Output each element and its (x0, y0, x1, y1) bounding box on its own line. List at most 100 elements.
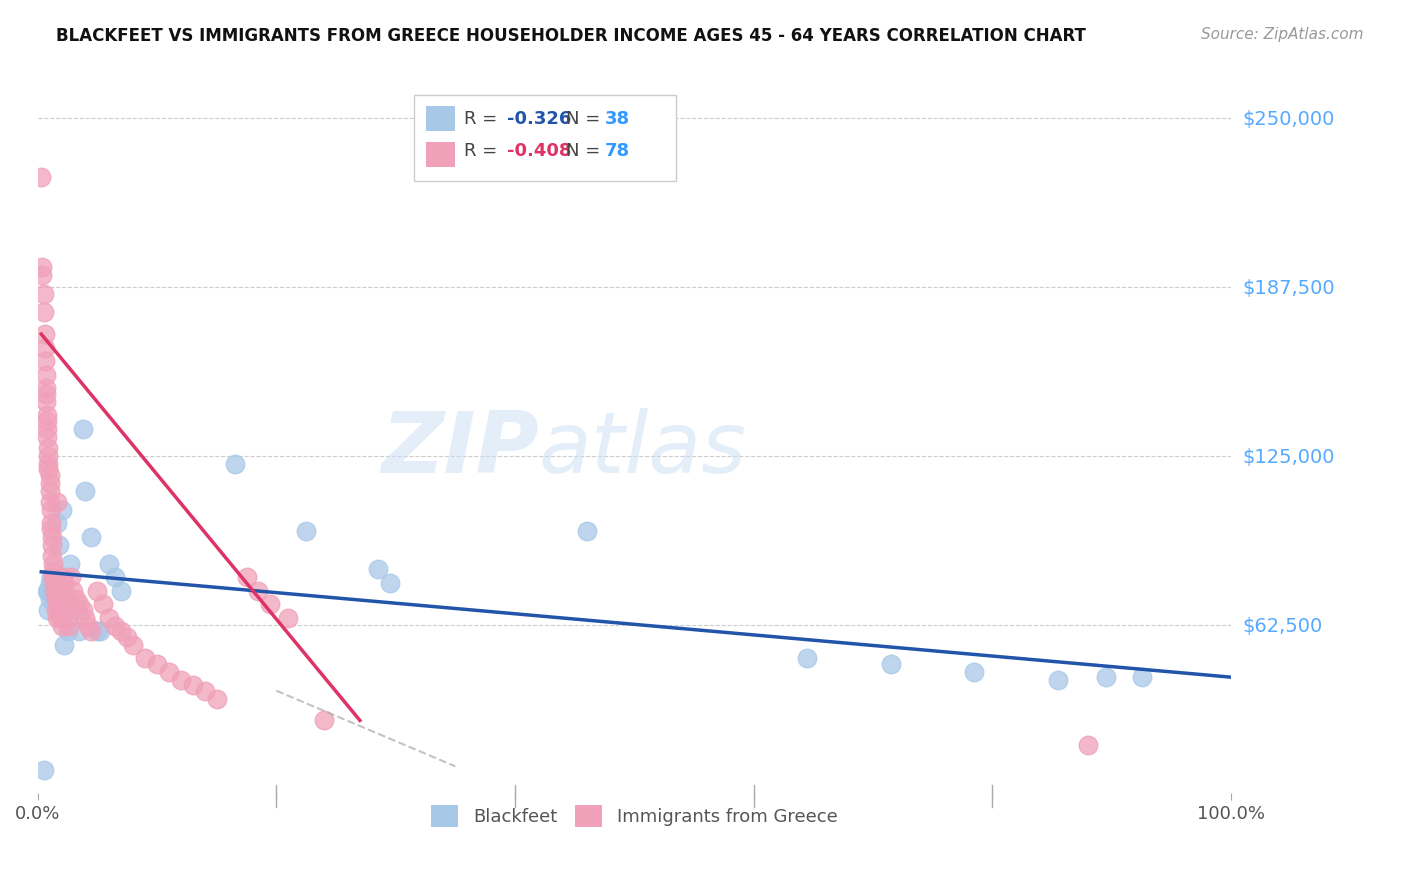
Point (37, 602, 59, 616)
Text: BLACKFEET VS IMMIGRANTS FROM GREECE HOUSEHOLDER INCOME AGES 45 - 64 YEARS CORREL: BLACKFEET VS IMMIGRANTS FROM GREECE HOUS… (56, 27, 1085, 45)
Point (80, 530, 103, 544)
Point (45, 583, 67, 598)
Point (45, 602, 67, 616)
Point (44, 583, 66, 598)
Point (575, 524, 598, 539)
Point (86, 583, 108, 598)
Point (59, 557, 82, 571)
Point (60, 597, 83, 611)
Point (80, 624, 103, 639)
Bar (426, 142, 456, 167)
Point (42, 557, 65, 571)
Point (277, 611, 299, 625)
Point (38, 575, 60, 590)
Point (38, 483, 60, 498)
Point (51, 502, 73, 516)
Point (58, 619, 80, 633)
Point (45, 516, 67, 531)
Point (235, 570, 257, 584)
Point (34, 354, 56, 368)
Point (32, 764, 55, 778)
Point (37, 583, 59, 598)
Text: R =: R = (464, 110, 503, 128)
Text: 78: 78 (605, 142, 630, 161)
Point (30, 170, 52, 185)
Point (56, 611, 79, 625)
Point (91, 597, 114, 611)
Point (122, 638, 145, 652)
Point (259, 597, 281, 611)
Point (110, 624, 132, 639)
Point (37, 457, 59, 471)
Point (52, 570, 75, 584)
Point (1094, 670, 1116, 684)
Point (72, 602, 94, 616)
Point (115, 630, 138, 644)
Text: N =: N = (567, 110, 606, 128)
Bar (413, 95, 676, 181)
Bar (426, 106, 456, 131)
Point (170, 673, 193, 687)
Point (86, 624, 108, 639)
Point (75, 611, 97, 625)
Point (37, 583, 59, 598)
Point (37, 422, 59, 436)
Point (72, 422, 94, 436)
Point (44, 578, 66, 592)
Point (205, 691, 228, 706)
Point (110, 583, 132, 598)
Point (69, 597, 91, 611)
Point (35, 381, 58, 395)
Point (37, 430, 59, 444)
Point (35, 368, 58, 382)
Point (42, 583, 65, 598)
Point (1046, 673, 1069, 687)
Legend: Blackfeet, Immigrants from Greece: Blackfeet, Immigrants from Greece (425, 798, 845, 834)
Point (32, 305, 55, 319)
Point (48, 602, 70, 616)
Point (89, 624, 111, 639)
Point (52, 583, 75, 598)
Point (39, 516, 62, 531)
Point (37, 413, 59, 427)
Point (104, 570, 127, 584)
Point (1130, 670, 1153, 684)
Point (45, 591, 67, 606)
Point (39, 570, 62, 584)
Point (41, 538, 63, 552)
Point (39, 522, 62, 536)
Point (1077, 738, 1099, 752)
Point (51, 619, 73, 633)
Point (56, 624, 79, 639)
Point (38, 494, 60, 508)
Point (157, 665, 180, 679)
Point (98, 611, 121, 625)
Point (367, 562, 389, 576)
Point (55, 602, 77, 616)
Point (48, 538, 70, 552)
Point (38, 591, 60, 606)
Point (224, 457, 246, 471)
Point (35, 394, 58, 409)
Point (45, 611, 67, 625)
Point (38, 475, 60, 490)
Point (37, 441, 59, 455)
Point (247, 583, 270, 598)
Point (41, 530, 63, 544)
Point (45, 575, 67, 590)
Point (963, 665, 986, 679)
Point (69, 624, 91, 639)
Point (44, 575, 66, 590)
Point (39, 502, 62, 516)
Point (134, 651, 156, 665)
Point (378, 575, 401, 590)
Point (75, 483, 97, 498)
Text: ZIP: ZIP (381, 409, 538, 491)
Text: atlas: atlas (538, 409, 747, 491)
Point (181, 678, 204, 692)
Point (46, 575, 69, 590)
Point (35, 386, 58, 401)
Text: -0.408: -0.408 (506, 142, 571, 161)
Point (48, 591, 70, 606)
Point (42, 570, 65, 584)
